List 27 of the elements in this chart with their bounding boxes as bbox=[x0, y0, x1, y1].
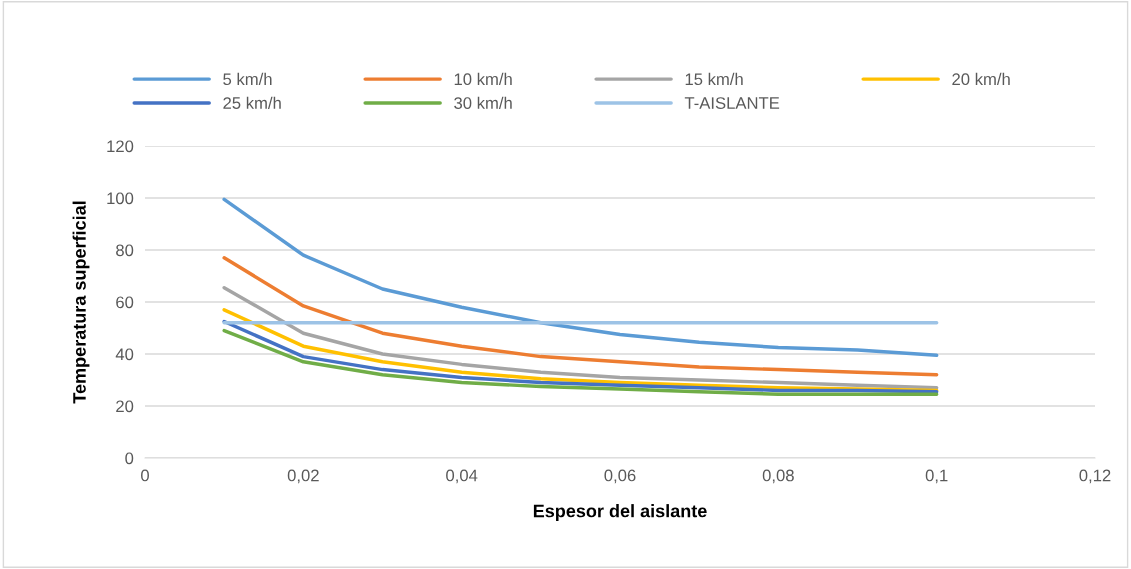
x-tick-label: 0,08 bbox=[762, 469, 794, 484]
x-tick-label: 0,04 bbox=[446, 469, 478, 484]
y-tick-label: 120 bbox=[107, 140, 134, 153]
legend-label: 25 km/h bbox=[223, 96, 281, 109]
line-series bbox=[222, 285, 939, 390]
y-axis-title: Temperatura superficial bbox=[72, 201, 90, 404]
line-series bbox=[222, 328, 939, 397]
y-tick-label: 0 bbox=[125, 452, 134, 465]
legend-label: 5 km/h bbox=[223, 72, 272, 86]
legend-label: 10 km/h bbox=[454, 72, 512, 86]
legend-label: 30 km/h bbox=[454, 96, 512, 109]
legend-label: 20 km/h bbox=[952, 72, 1010, 86]
legend-label: 15 km/h bbox=[685, 72, 743, 86]
legend-label: T-AISLANTE bbox=[684, 97, 780, 109]
x-tick-label: 0,02 bbox=[287, 469, 319, 484]
x-tick-label: 0,06 bbox=[604, 469, 636, 484]
line-series bbox=[222, 256, 939, 377]
x-axis-title: Espesor del aislante bbox=[533, 504, 707, 521]
x-tick-label: 0 bbox=[141, 469, 149, 482]
y-tick-label: 60 bbox=[116, 296, 134, 309]
y-tick-label: 40 bbox=[115, 348, 134, 361]
y-tick-label: 100 bbox=[107, 192, 134, 205]
y-tick-label: 80 bbox=[116, 244, 134, 257]
x-tick-label: 0,1 bbox=[925, 469, 948, 484]
x-tick-label: 0,12 bbox=[1079, 469, 1111, 484]
line-series bbox=[222, 197, 939, 358]
y-tick-label: 20 bbox=[116, 400, 134, 413]
